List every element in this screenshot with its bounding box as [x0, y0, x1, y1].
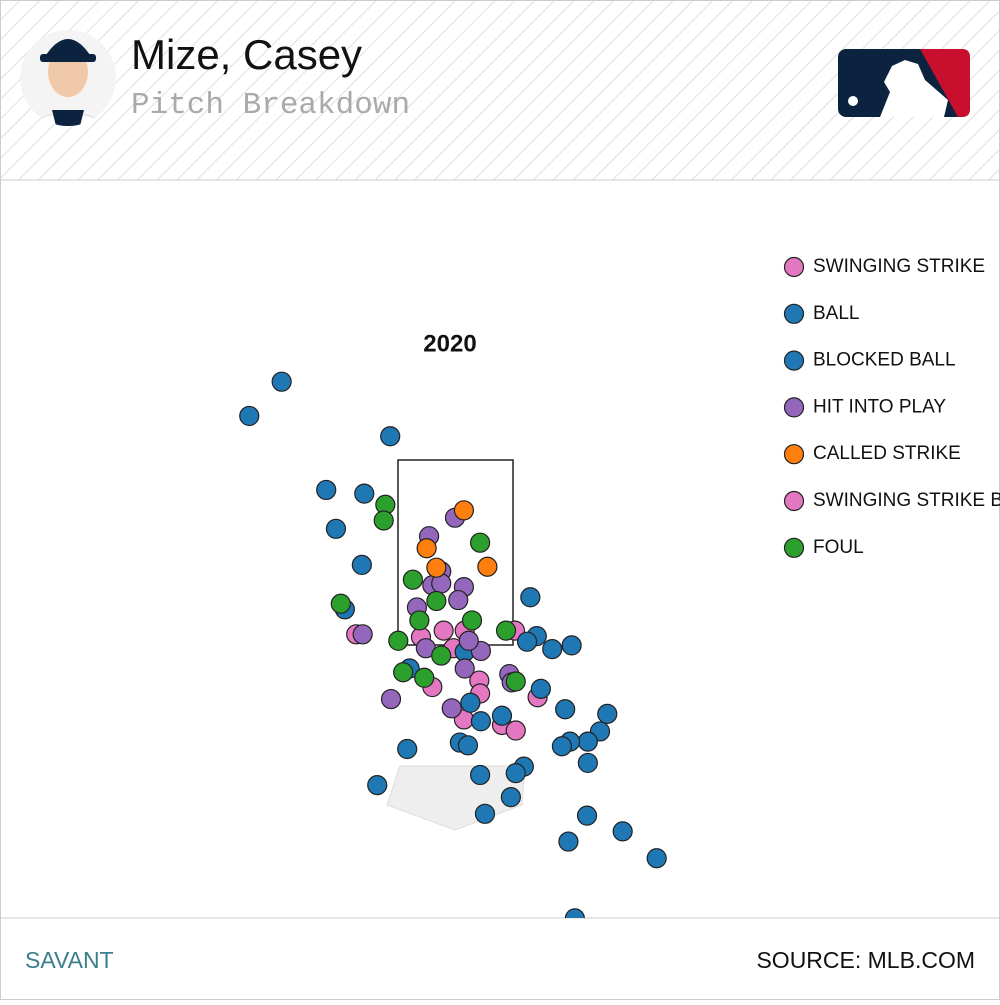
pitch-point [521, 588, 540, 607]
pitch-point [556, 700, 575, 719]
pitch-point [427, 591, 446, 610]
pitch-point [403, 570, 422, 589]
pitch-point [543, 640, 562, 659]
pitch-point [410, 611, 429, 630]
pitch-point [381, 427, 400, 446]
footer-brand[interactable]: SAVANT [25, 947, 114, 973]
pitch-point [461, 693, 480, 712]
pitch-point [518, 632, 537, 651]
pitch-point [471, 765, 490, 784]
pitch-point [497, 621, 516, 640]
legend-label: BLOCKED BALL [813, 350, 956, 371]
pitch-point [578, 753, 597, 772]
pitch-point [559, 832, 578, 851]
legend-swatch [785, 351, 804, 370]
chart-title: 2020 [423, 330, 476, 357]
legend-label: SWINGING STRIKE [813, 256, 985, 277]
pitch-point [374, 511, 393, 530]
legend: SWINGING STRIKE BALL BLOCKED BALL HIT INTO … [785, 256, 1000, 558]
legend-label: FOUL [813, 537, 864, 558]
pitch-point [578, 806, 597, 825]
page-subtitle: Pitch Breakdown [131, 88, 410, 123]
pitch-point [552, 737, 571, 756]
legend-swatch [785, 398, 804, 417]
pitch-point [501, 788, 520, 807]
pitch-point [427, 558, 446, 577]
pitch-point [506, 764, 525, 783]
legend-label: BALL [813, 303, 859, 324]
pitch-point [506, 721, 525, 740]
legend-swatch [785, 304, 804, 323]
pitch-point [415, 668, 434, 687]
legend-label: CALLED STRIKE [813, 443, 961, 464]
pitch-point [326, 519, 345, 538]
pitch-point [394, 663, 413, 682]
footer-source: SOURCE: MLB.COM [756, 947, 975, 973]
pitch-point [471, 712, 490, 731]
legend-swatch [785, 538, 804, 557]
pitch-point [492, 706, 511, 725]
pitch-point [475, 804, 494, 823]
legend-swatch [785, 445, 804, 464]
pitch-point [458, 736, 477, 755]
pitch-point [454, 501, 473, 520]
pitch-point [562, 636, 581, 655]
pitch-point [398, 740, 417, 759]
pitch-point [647, 849, 666, 868]
pitch-point [455, 659, 474, 678]
pitch-point [442, 699, 461, 718]
pitch-point [240, 406, 259, 425]
pitch-point [352, 555, 371, 574]
pitch-point [272, 372, 291, 391]
pitch-point [506, 672, 525, 691]
pitch-point [389, 631, 408, 650]
pitch-point [434, 621, 453, 640]
pitch-point [613, 822, 632, 841]
pitch-point [355, 484, 374, 503]
pitch-point [471, 533, 490, 552]
pitch-point [432, 646, 451, 665]
pitch-point [598, 704, 617, 723]
pitch-point [531, 679, 550, 698]
pitch-point [478, 557, 497, 576]
pitch-point [331, 594, 350, 613]
pitch-point [459, 631, 478, 650]
legend-swatch [785, 258, 804, 277]
plot-area [240, 372, 666, 928]
player-name: Mize, Casey [131, 31, 362, 78]
legend-label: SWINGING STRIKE BLOCKED [813, 490, 1000, 511]
pitch-point [382, 690, 401, 709]
legend-swatch [785, 492, 804, 511]
pitch-point [317, 480, 336, 499]
mlb-logo [838, 49, 970, 117]
pitch-point [368, 776, 387, 795]
pitch-point [463, 611, 482, 630]
pitch-point [417, 539, 436, 558]
legend-label: HIT INTO PLAY [813, 396, 946, 417]
pitch-point [353, 625, 372, 644]
pitch-point [449, 591, 468, 610]
pitch-point [578, 732, 597, 751]
